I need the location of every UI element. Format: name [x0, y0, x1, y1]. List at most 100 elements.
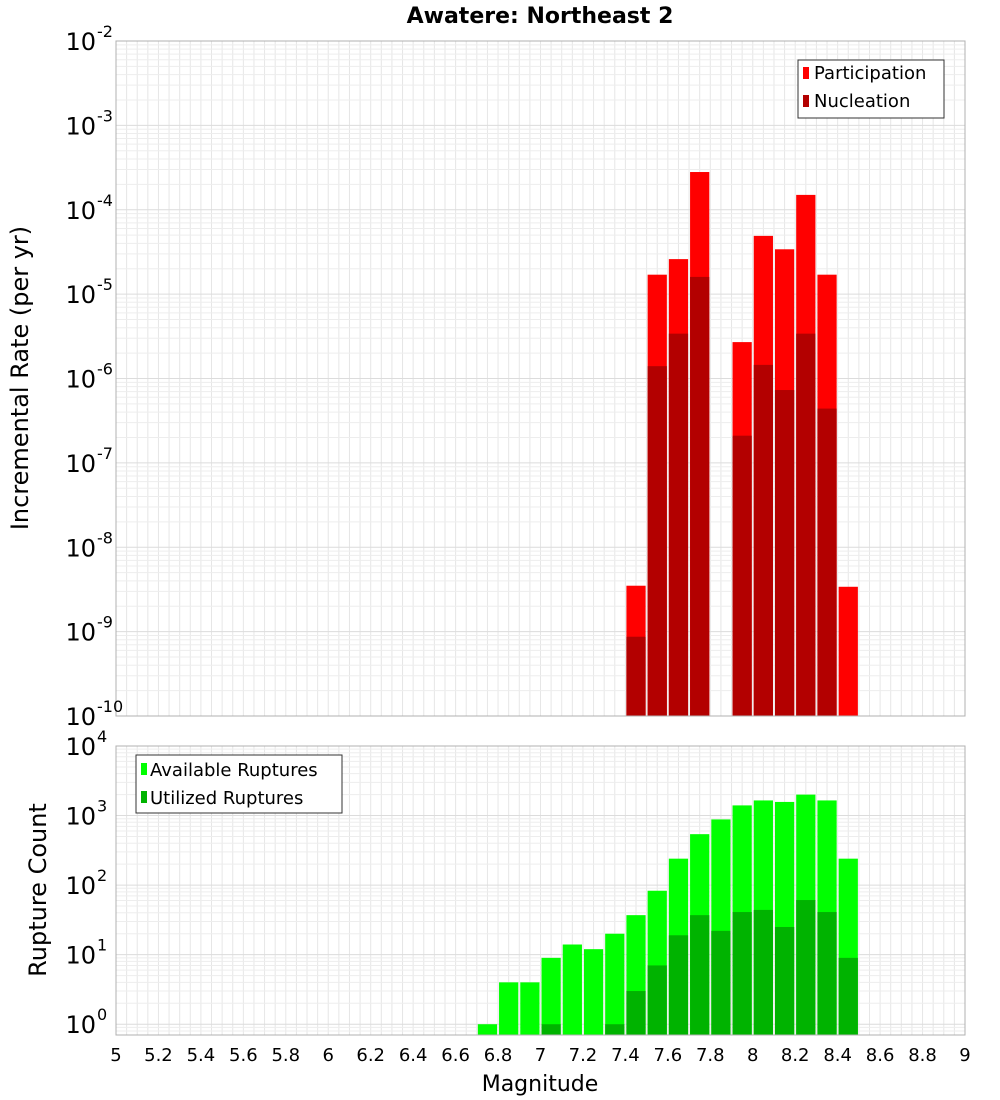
- rate-y-tick-exponent: -6: [97, 360, 113, 379]
- available-bar: [605, 933, 625, 1035]
- rate-legend: Participation Nucleation: [797, 59, 945, 119]
- available-legend-label: Available Ruptures: [150, 760, 318, 781]
- utilized-bar: [796, 900, 816, 1035]
- utilized-bar: [753, 909, 773, 1035]
- count-y-tick-base: 10: [65, 733, 96, 761]
- x-tick-label: 8: [747, 1045, 758, 1066]
- count-plot-border: [115, 745, 966, 1036]
- chart-title: Awatere: Northeast 2: [407, 4, 674, 29]
- count-y-tick-exponent: 2: [97, 866, 107, 885]
- nucleation-legend-label: Nucleation: [814, 91, 910, 112]
- nucleation-bar: [690, 276, 710, 716]
- count-y-tick-base: 10: [65, 942, 96, 970]
- utilized-legend-label: Utilized Ruptures: [150, 788, 303, 809]
- utilized-bar: [732, 912, 752, 1035]
- utilized-bar: [711, 930, 731, 1035]
- count-legend: Available Ruptures Utilized Ruptures: [135, 754, 343, 814]
- rate-y-tick-exponent: -10: [97, 697, 123, 716]
- count-y-axis-label: Rupture Count: [24, 803, 52, 977]
- x-tick-label: 8.6: [866, 1045, 895, 1066]
- x-tick-label: 8.2: [781, 1045, 810, 1066]
- nucleation-bar: [732, 435, 752, 716]
- rate-y-tick-exponent: -7: [97, 444, 113, 463]
- x-tick-label: 7.6: [654, 1045, 683, 1066]
- available-bar: [477, 1024, 498, 1035]
- x-tick-label: 5: [110, 1045, 121, 1066]
- participation-legend-label: Participation: [814, 63, 926, 84]
- x-tick-label: 7.4: [611, 1045, 640, 1066]
- x-tick-label: 5.2: [144, 1045, 173, 1066]
- x-axis-label: Magnitude: [482, 1072, 599, 1097]
- x-tick-label: 6.8: [484, 1045, 513, 1066]
- nucleation-bar: [817, 408, 837, 716]
- rate-y-tick-base: 10: [65, 450, 96, 478]
- count-y-tick-base: 10: [65, 872, 96, 900]
- rate-y-tick-exponent: -9: [97, 613, 113, 632]
- rate-y-tick-exponent: -4: [97, 191, 113, 210]
- count-y-tick-exponent: 0: [97, 1005, 107, 1024]
- utilized-bar: [774, 926, 795, 1035]
- nucleation-bar: [796, 333, 816, 716]
- utilized-bar: [605, 1024, 625, 1035]
- available-bar: [562, 944, 582, 1035]
- available-bar: [583, 949, 604, 1035]
- x-tick-label: 5.8: [271, 1045, 300, 1066]
- rate-legend-box: [797, 59, 945, 119]
- available-bar: [499, 982, 519, 1035]
- nucleation-bar: [647, 366, 667, 716]
- x-tick-label: 5.6: [229, 1045, 258, 1066]
- available-bar: [541, 957, 561, 1035]
- participation-bar: [838, 586, 858, 716]
- x-tick-label: 6.2: [356, 1045, 385, 1066]
- rate-y-ticks: 10-210-310-410-510-610-710-810-910-10: [65, 22, 123, 731]
- utilized-bar: [838, 957, 858, 1035]
- utilized-legend-swatch: [141, 791, 147, 803]
- x-tick-label: 8.8: [908, 1045, 937, 1066]
- nucleation-bar: [753, 364, 773, 716]
- rate-y-tick-exponent: -5: [97, 275, 113, 294]
- rate-y-tick-exponent: -3: [97, 106, 113, 125]
- rate-y-tick-base: 10: [65, 28, 96, 56]
- nucleation-bar: [626, 636, 646, 716]
- x-tick-label: 6.6: [441, 1045, 470, 1066]
- nucleation-bar: [668, 333, 689, 716]
- count-y-tick-base: 10: [65, 1011, 96, 1039]
- nucleation-legend-swatch: [803, 95, 809, 107]
- x-tick-label: 6.4: [399, 1045, 428, 1066]
- x-tick-labels: 5 5.2 5.4 5.6 5.8 6 6.2 6.4 6.6 6.8 7 7.2 7.4 7.6 7.8 8…: [110, 1045, 970, 1066]
- rate-plot-border: [115, 40, 966, 717]
- utilized-bar: [690, 915, 710, 1035]
- rate-panel: 10-210-310-410-510-610-710-810-910-10 In…: [6, 22, 966, 731]
- count-y-tick-base: 10: [65, 803, 96, 831]
- count-y-tick-exponent: 1: [97, 936, 107, 955]
- x-tick-label: 5.4: [187, 1045, 216, 1066]
- rate-y-tick-base: 10: [65, 703, 96, 731]
- participation-legend-swatch: [803, 67, 809, 79]
- available-legend-swatch: [141, 763, 147, 775]
- utilized-bar: [817, 912, 837, 1035]
- count-y-tick-exponent: 3: [97, 797, 107, 816]
- utilized-bar: [541, 1024, 561, 1035]
- rate-y-tick-base: 10: [65, 281, 96, 309]
- x-tick-label: 8.4: [823, 1045, 852, 1066]
- rate-y-tick-base: 10: [65, 366, 96, 394]
- x-tick-label: 7: [535, 1045, 546, 1066]
- rate-y-tick-base: 10: [65, 534, 96, 562]
- x-tick-label: 7.2: [569, 1045, 598, 1066]
- utilized-bar: [668, 935, 689, 1035]
- available-bar: [520, 982, 540, 1035]
- rate-bars: [626, 172, 858, 716]
- rate-y-tick-base: 10: [65, 619, 96, 647]
- rate-y-tick-base: 10: [65, 197, 96, 225]
- rate-y-tick-base: 10: [65, 112, 96, 140]
- rate-y-tick-exponent: -8: [97, 528, 113, 547]
- x-tick-label: 6: [323, 1045, 334, 1066]
- count-bars: [477, 794, 858, 1035]
- utilized-bar: [647, 965, 667, 1035]
- x-tick-label: 7.8: [696, 1045, 725, 1066]
- count-legend-box: [135, 754, 343, 814]
- x-tick-label: 9: [959, 1045, 970, 1066]
